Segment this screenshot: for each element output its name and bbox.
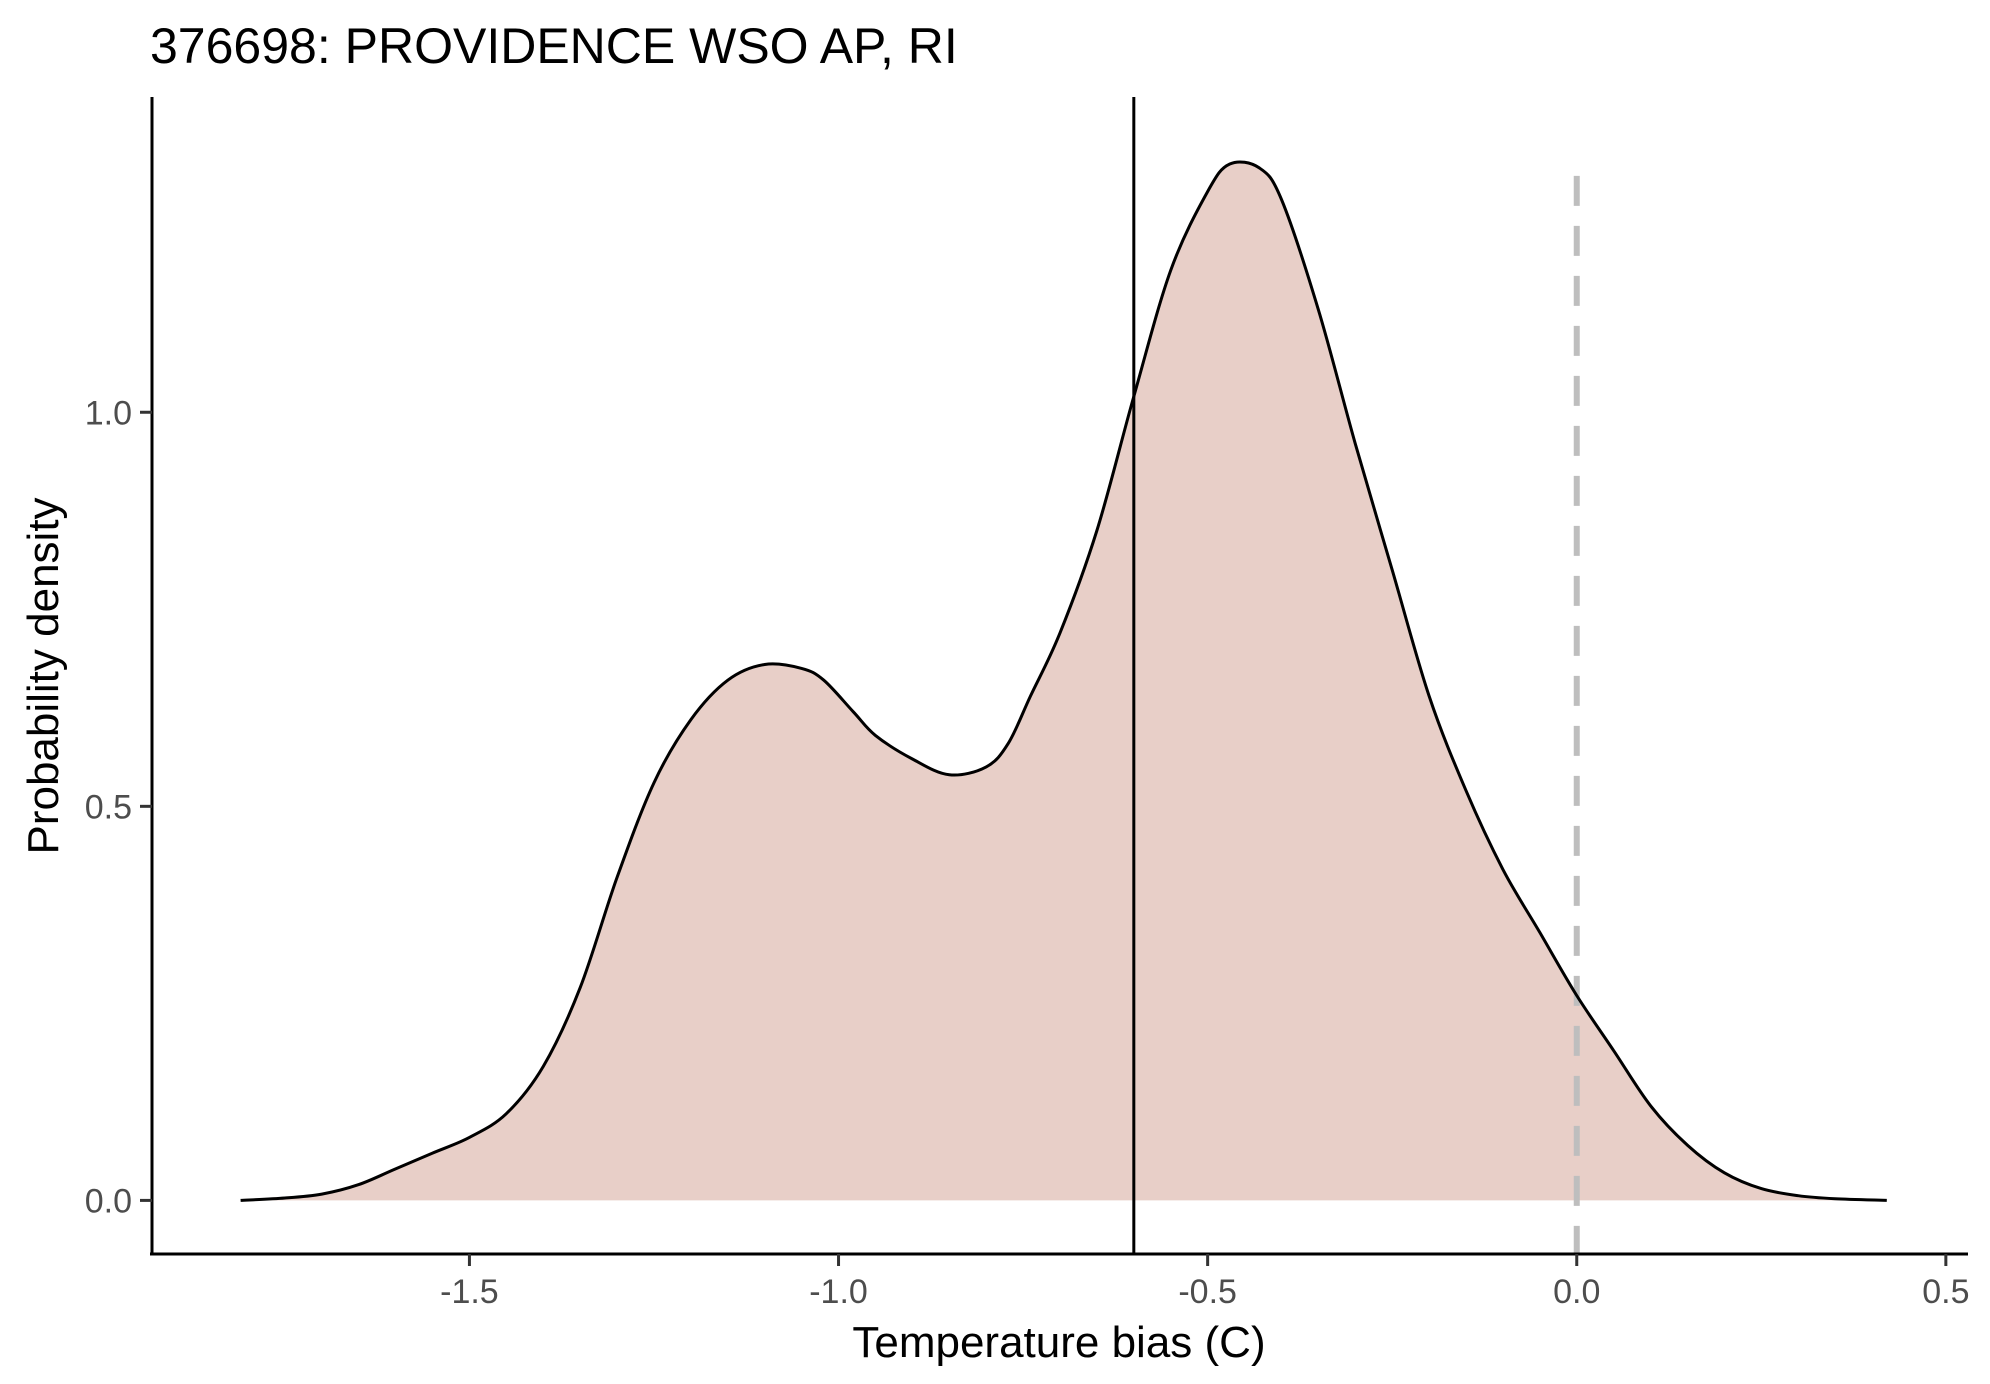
plot-area: [240, 97, 1887, 1254]
y-axis-ticks: 0.0 0.5 1.0: [85, 394, 152, 1220]
y-axis-label: Probability density: [19, 497, 68, 854]
x-tick-label: -1.0: [809, 1273, 868, 1311]
x-tick-label: 0.0: [1553, 1273, 1600, 1311]
chart-title: 376698: PROVIDENCE WSO AP, RI: [150, 18, 958, 74]
x-tick-label: -1.5: [440, 1273, 499, 1311]
x-axis-ticks: -1.5 -1.0 -0.5 0.0 0.5: [440, 1254, 1969, 1311]
y-tick-label: 1.0: [85, 394, 132, 432]
density-area: [240, 161, 1887, 1201]
x-tick-label: -0.5: [1178, 1273, 1237, 1311]
y-tick-label: 0.5: [85, 788, 132, 826]
density-curve: [240, 160, 1887, 1202]
x-tick-label: 0.5: [1922, 1273, 1969, 1311]
x-axis-label: Temperature bias (C): [852, 1318, 1265, 1367]
y-tick-label: 0.0: [85, 1182, 132, 1220]
